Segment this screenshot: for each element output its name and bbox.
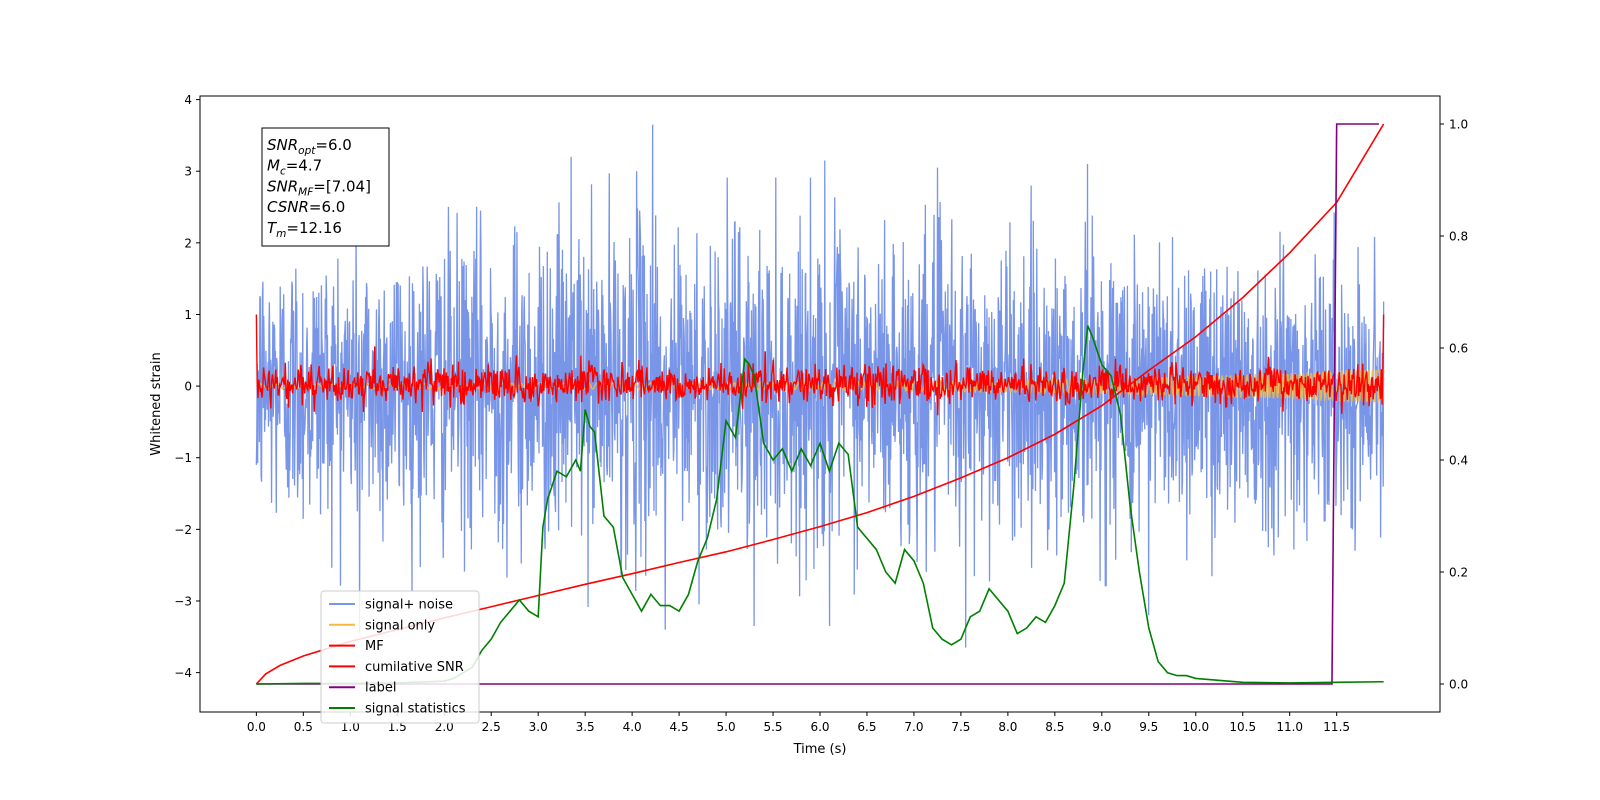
x-tick-label: 7.5 [951, 720, 970, 734]
y-tick-label: 2 [184, 236, 192, 250]
y2-tick-label: 0.6 [1449, 342, 1468, 356]
x-tick-label: 11.5 [1323, 720, 1350, 734]
series-signal-noise [255, 124, 1385, 648]
annotation-line: SNRMF=[7.04] [267, 177, 371, 198]
x-tick-label: 11.0 [1276, 720, 1303, 734]
x-tick-label: 6.5 [857, 720, 876, 734]
x-tick-label: 9.0 [1092, 720, 1111, 734]
y-axis-left: −4 −3 −2 −1 0 1 2 3 4 [174, 93, 200, 680]
x-tick-label: 4.0 [623, 720, 642, 734]
y2-tick-label: 0.0 [1449, 678, 1468, 692]
x-tick-label: 8.0 [998, 720, 1017, 734]
series-signal-statistics [256, 325, 1384, 685]
legend-frame [320, 590, 480, 724]
x-tick-label: 10.0 [1182, 720, 1209, 734]
x-tick-label: 8.5 [1045, 720, 1064, 734]
y-tick-label: −2 [174, 523, 192, 537]
x-tick-label: 3.5 [576, 720, 595, 734]
x-tick-label: 4.5 [670, 720, 689, 734]
annotation-line: CSNR=6.0 [267, 198, 345, 216]
x-tick-label: 10.5 [1229, 720, 1256, 734]
series-mf [255, 314, 1385, 416]
x-tick-label: 3.0 [529, 720, 548, 734]
x-tick-label: 0.5 [294, 720, 313, 734]
y2-tick-label: 1.0 [1449, 118, 1468, 132]
x-axis-label: Time (s) [793, 742, 847, 757]
y-tick-label: −1 [174, 451, 192, 465]
legend-entry: signal+ noise [365, 598, 453, 613]
y-tick-label: 0 [184, 380, 192, 394]
y-tick-label: 1 [184, 308, 192, 322]
y2-tick-label: 0.2 [1449, 566, 1468, 580]
y-axis-right: 0.0 0.2 0.4 0.6 0.8 1.0 [1440, 118, 1468, 692]
y-tick-label: −3 [174, 594, 192, 608]
y2-tick-label: 0.8 [1449, 230, 1468, 244]
x-tick-label: 5.5 [763, 720, 782, 734]
x-tick-label: 6.0 [810, 720, 829, 734]
x-tick-label: 9.5 [1139, 720, 1158, 734]
annotation-line: Tm=12.16 [267, 219, 342, 240]
legend-entry: label [365, 681, 396, 696]
x-tick-label: 5.0 [717, 720, 736, 734]
x-tick-label: 0.0 [247, 720, 266, 734]
legend-entry: cumilative SNR [365, 660, 464, 675]
y-tick-label: −4 [174, 666, 192, 680]
y-axis-label: Whitened strain [149, 352, 164, 455]
legend: signal+ noise signal only MF cumilative SNR… [320, 590, 480, 724]
annotation-line: Mc=4.7 [267, 157, 322, 178]
y-tick-label: 4 [184, 93, 192, 107]
x-tick-label: 2.5 [482, 720, 501, 734]
y-tick-label: 3 [184, 165, 192, 179]
legend-entry: signal statistics [365, 702, 466, 717]
y2-tick-label: 0.4 [1449, 454, 1468, 468]
x-tick-label: 7.0 [904, 720, 923, 734]
annotation-frame [261, 127, 390, 247]
series-label [256, 123, 1379, 685]
legend-entry: MF [365, 639, 384, 654]
annotation-line: SNRopt=6.0 [267, 136, 352, 157]
legend-entry: signal only [365, 618, 435, 633]
